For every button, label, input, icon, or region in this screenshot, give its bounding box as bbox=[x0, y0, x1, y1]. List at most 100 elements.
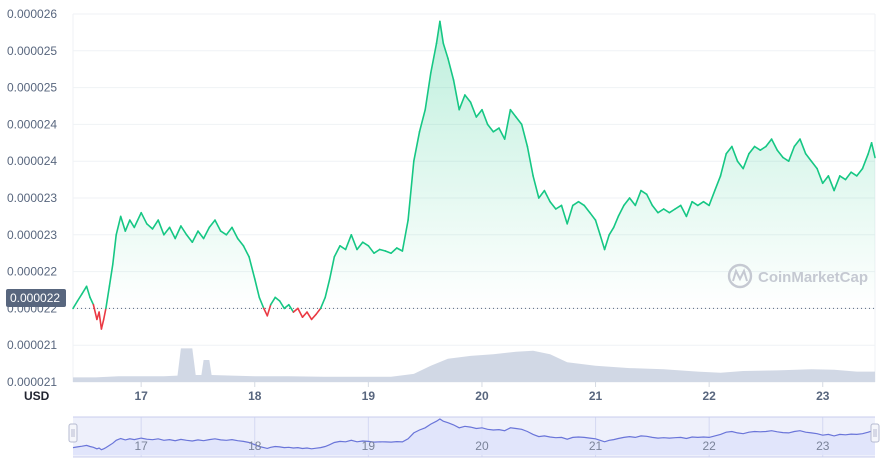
price-line-segment bbox=[76, 292, 83, 302]
y-tick-label: 0.000025 bbox=[7, 44, 57, 58]
price-line-segment bbox=[850, 171, 858, 177]
price-line-segment bbox=[577, 200, 586, 207]
x-tick-label: 20 bbox=[475, 389, 489, 403]
y-tick-label: 0.000022 bbox=[7, 265, 57, 279]
price-line-segment bbox=[748, 145, 756, 155]
price-line-segment bbox=[266, 303, 272, 317]
price-line-segment bbox=[429, 42, 438, 74]
range-navigator[interactable]: 17 18 19 20 21 22 23 bbox=[68, 416, 880, 458]
price-line-segment bbox=[112, 234, 117, 266]
price-line-segment bbox=[674, 204, 682, 210]
price-line-segment bbox=[498, 127, 506, 140]
price-line-segment bbox=[532, 175, 540, 199]
price-line-segment bbox=[407, 160, 415, 221]
price-line-segment bbox=[350, 234, 358, 251]
price-line bbox=[72, 20, 876, 330]
y-tick-label: 0.000024 bbox=[7, 154, 57, 168]
price-line-segment bbox=[765, 138, 773, 148]
price-line-segment bbox=[163, 226, 171, 236]
current-price-value: 0.000022 bbox=[10, 291, 60, 305]
x-tick-label: 22 bbox=[702, 389, 716, 403]
price-line-segment bbox=[269, 296, 277, 306]
price-line-segment bbox=[248, 256, 256, 280]
price-line-segment bbox=[242, 245, 250, 258]
price-line-segment bbox=[810, 160, 818, 170]
price-line-segment bbox=[870, 142, 876, 159]
price-line-segment bbox=[262, 307, 269, 317]
price-line-segment bbox=[146, 223, 154, 230]
price-line-segment bbox=[804, 153, 813, 162]
price-line-segment bbox=[838, 175, 847, 181]
price-line-segment bbox=[713, 175, 722, 192]
price-line-segment bbox=[361, 241, 370, 247]
price-line-segment bbox=[696, 200, 705, 207]
price-line-segment bbox=[306, 311, 313, 321]
price-line-segment bbox=[833, 175, 841, 192]
price-line-segment bbox=[378, 248, 387, 252]
price-line-segment bbox=[395, 247, 404, 252]
price-line-segment bbox=[708, 189, 716, 207]
price-line-segment bbox=[72, 300, 79, 310]
price-line-segment bbox=[787, 145, 796, 162]
price-line-segment bbox=[549, 200, 557, 210]
x-tick-label: 23 bbox=[816, 389, 830, 403]
current-price-label: 0.000022 bbox=[6, 289, 66, 307]
price-line-segment bbox=[283, 303, 290, 310]
price-line-segment bbox=[537, 189, 546, 199]
price-line-segment bbox=[185, 234, 194, 243]
price-line-segment bbox=[297, 307, 304, 319]
price-line-segment bbox=[119, 215, 127, 232]
price-line-segment bbox=[140, 211, 148, 225]
price-line-segment bbox=[92, 303, 98, 321]
y-tick-label: 0.000026 bbox=[7, 7, 57, 21]
price-line-segment bbox=[301, 311, 308, 319]
price-line-segment bbox=[844, 171, 852, 181]
price-line-segment bbox=[133, 211, 142, 229]
price-line-segment bbox=[102, 307, 107, 321]
price-line-segment bbox=[657, 208, 665, 214]
navigator-left-handle[interactable] bbox=[68, 423, 78, 443]
price-line-segment bbox=[861, 153, 870, 170]
price-area-fill bbox=[73, 21, 875, 309]
navigator-tick-label: 18 bbox=[248, 439, 262, 453]
price-line-segment bbox=[742, 153, 750, 170]
navigator-tick-label: 23 bbox=[816, 439, 830, 453]
price-line-segment bbox=[328, 256, 336, 280]
price-line-segment bbox=[634, 189, 642, 207]
price-line-segment bbox=[384, 250, 392, 254]
price-line-segment bbox=[821, 175, 830, 185]
price-line-segment bbox=[151, 219, 159, 230]
price-line-segment bbox=[225, 226, 233, 236]
x-tick-label: 21 bbox=[589, 389, 603, 403]
price-line-segment bbox=[100, 318, 105, 330]
price-line-segment bbox=[191, 230, 199, 243]
price-line-segment bbox=[447, 57, 455, 81]
y-tick-label: 0.000025 bbox=[7, 81, 57, 95]
price-line-segment bbox=[208, 219, 216, 229]
price-line-segment bbox=[469, 101, 478, 118]
price-line-segment bbox=[373, 248, 381, 254]
price-line-segment bbox=[231, 226, 239, 240]
price-line-segment bbox=[157, 219, 165, 236]
price-line-segment bbox=[315, 307, 322, 316]
price-line-segment bbox=[214, 219, 222, 232]
price-line-segment bbox=[344, 234, 353, 251]
price-line-segment bbox=[731, 145, 739, 162]
price-line-segment bbox=[435, 20, 441, 45]
price-line-segment bbox=[560, 204, 569, 225]
price-line-segment bbox=[623, 197, 631, 207]
navigator-right-handle[interactable] bbox=[870, 423, 880, 443]
currency-unit-label: USD bbox=[24, 389, 50, 403]
price-line-segment bbox=[628, 197, 637, 207]
price-line-segment bbox=[702, 200, 710, 207]
price-line-segment bbox=[85, 285, 91, 299]
price-line-segment bbox=[486, 123, 495, 133]
price-line-segment bbox=[219, 230, 228, 236]
price-line-segment bbox=[424, 72, 432, 111]
price-line-segment bbox=[258, 296, 265, 310]
coinmarketcap-logo-icon bbox=[727, 263, 753, 289]
y-tick-label: 0.000024 bbox=[7, 117, 57, 131]
price-line-segment bbox=[855, 167, 864, 177]
price-line-segment bbox=[685, 200, 693, 218]
